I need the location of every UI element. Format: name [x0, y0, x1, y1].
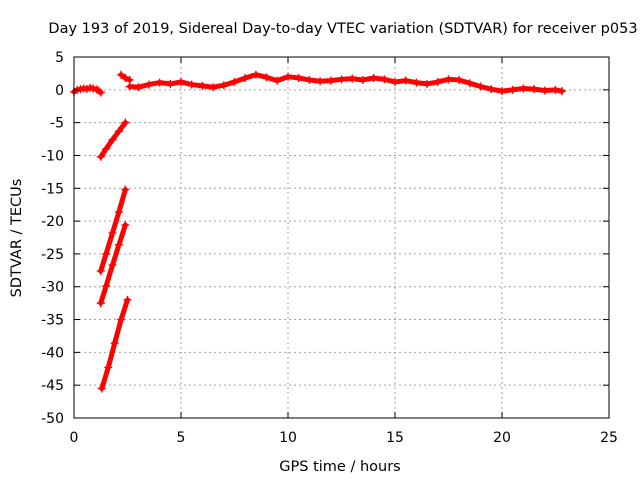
data-point: [391, 77, 399, 86]
data-point: [96, 152, 105, 161]
y-axis-label: SDTVAR / TECUs: [9, 179, 25, 298]
x-tick-label: 15: [386, 430, 404, 446]
y-tick-label: -45: [41, 378, 64, 394]
plot-frame: [73, 56, 610, 419]
x-tick-label: 0: [70, 430, 79, 446]
data-point: [166, 79, 175, 88]
data-point: [134, 83, 143, 92]
data-trace: [127, 72, 565, 94]
data-point: [117, 70, 126, 79]
data-point: [380, 75, 389, 84]
data-point: [316, 77, 325, 86]
data-point: [369, 74, 378, 83]
data-point: [241, 74, 250, 83]
data-point: [530, 85, 539, 94]
data-point: [251, 70, 260, 79]
axis-ticks: 0 5 10 15 20 25-50-45-40-35-30-25-20-15-10-50…: [41, 50, 618, 446]
x-tick-label: 25: [600, 430, 618, 446]
data-point: [121, 185, 130, 194]
data-point: [551, 85, 560, 94]
data-point: [155, 78, 164, 87]
data-point: [444, 75, 453, 84]
gridlines: [74, 57, 609, 418]
y-tick-label: -20: [41, 214, 64, 230]
data-point: [96, 88, 105, 97]
data-point: [219, 81, 228, 90]
data-point: [97, 384, 106, 393]
data-point: [114, 240, 123, 249]
data-point: [114, 127, 123, 136]
data-point: [465, 79, 474, 88]
data-point: [102, 144, 111, 153]
x-axis-label: GPS time / hours: [279, 459, 400, 475]
x-tick-label: 10: [279, 430, 297, 446]
data-point: [104, 363, 113, 372]
data-point: [498, 87, 506, 96]
data-point: [476, 82, 485, 91]
data-point: [110, 339, 119, 348]
y-tick-label: -15: [41, 181, 64, 197]
data-point: [487, 85, 496, 94]
data-point: [108, 261, 117, 270]
data-point: [144, 80, 153, 89]
data-point: [125, 82, 134, 91]
data-point: [121, 221, 130, 230]
data-point: [412, 78, 421, 87]
data-point: [557, 87, 566, 96]
data-point: [209, 83, 218, 92]
x-tick-label: 20: [493, 430, 511, 446]
data-point: [423, 79, 432, 88]
data-point: [102, 249, 111, 258]
y-tick-label: -50: [41, 411, 64, 427]
data-point: [294, 74, 303, 83]
y-tick-label: 0: [55, 83, 64, 99]
y-tick-label: -5: [50, 116, 64, 132]
data-point: [273, 76, 282, 85]
data-point: [305, 75, 314, 84]
data-point: [455, 75, 464, 84]
data-point: [96, 266, 105, 275]
y-tick-label: 5: [55, 50, 64, 66]
y-tick-label: -25: [41, 247, 64, 263]
y-tick-label: -40: [41, 345, 64, 361]
data-point: [123, 295, 132, 304]
data-point: [108, 135, 117, 144]
y-tick-label: -10: [41, 148, 64, 164]
data-point: [348, 74, 357, 83]
data-point: [326, 76, 335, 85]
data-point: [187, 80, 196, 89]
y-tick-label: -30: [41, 280, 64, 296]
x-tick-label: 5: [177, 430, 186, 446]
data-point: [108, 228, 117, 237]
data-point: [401, 76, 410, 85]
data-point: [284, 72, 292, 81]
data-point: [262, 73, 271, 82]
data-point: [198, 81, 207, 90]
data-point: [177, 77, 185, 86]
data-point: [117, 315, 126, 324]
chart-title: Day 193 of 2019, Sidereal Day-to-day VTE…: [48, 21, 637, 37]
data-points: [70, 70, 566, 393]
data-point: [433, 77, 442, 86]
data-point: [519, 84, 528, 93]
data-point: [508, 85, 517, 94]
y-tick-label: -35: [41, 313, 64, 329]
data-point: [102, 282, 111, 291]
data-point: [121, 118, 130, 127]
data-point: [96, 299, 105, 308]
data-point: [230, 77, 239, 86]
data-point: [121, 74, 130, 83]
data-point: [114, 207, 123, 216]
data-point: [540, 86, 549, 95]
data-point: [337, 75, 346, 84]
data-point: [358, 75, 367, 84]
